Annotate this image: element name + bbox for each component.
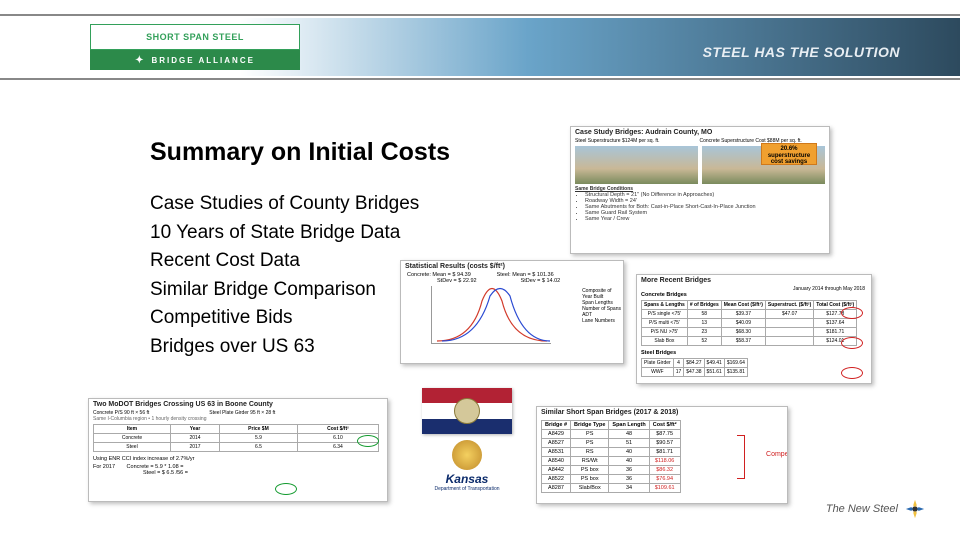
- highlight-circle-icon: [357, 435, 379, 447]
- thumb5-title: Similar Short Span Bridges (2017 & 2018): [537, 407, 787, 418]
- bullet-item: Competitive Bids: [150, 304, 419, 333]
- th: Cost $/ft²: [297, 425, 378, 434]
- bullet-item: Bridges over US 63: [150, 333, 419, 362]
- logo-sssba: SHORT SPAN STEEL ✦BRIDGE ALLIANCE: [90, 24, 300, 70]
- bullet-item: Recent Cost Data: [150, 247, 419, 276]
- thumb3-title: More Recent Bridges: [637, 275, 871, 286]
- thumb3-table1: Spans & Lengths# of BridgesMean Cost ($/…: [641, 300, 857, 346]
- logo-bottom-label: BRIDGE ALLIANCE: [151, 56, 254, 65]
- thumb1-conditions: Structural Depth = 21" (No Difference in…: [585, 192, 829, 222]
- thumb2-steel: Steel: Mean = $ 101.36 StDev = $ 14.02: [497, 272, 561, 284]
- th: Year: [170, 425, 219, 434]
- table-row: A8442PS box36$86.32: [542, 466, 681, 475]
- state-logos: Kansas Department of Transportation: [412, 388, 522, 492]
- thumb1-title: Case Study Bridges: Audrain County, MO: [571, 127, 829, 138]
- table-row: A8522PS box36$76.94: [542, 475, 681, 484]
- table-row: P/S single <75'58$39.37$47.07$127.78: [642, 310, 857, 319]
- th: Cost $/ft²: [649, 421, 680, 430]
- thumb3-sec2: Steel Bridges: [637, 348, 871, 356]
- t2-ssd: StDev = $ 14.02: [521, 278, 561, 284]
- missouri-seal-icon: [454, 398, 480, 424]
- competitive-label: Competitive: [766, 451, 788, 458]
- thumb5-table: Bridge #Bridge TypeSpan LengthCost $/ft²…: [541, 420, 681, 493]
- th: Spans & Lengths: [642, 301, 688, 310]
- t4-note: Same I-Columbia region • 1 hourly densit…: [89, 416, 387, 422]
- table-row: A8287Slab/Box34$109.61: [542, 484, 681, 493]
- table-row: Plate Girder4$84.27$49.41$169.64: [642, 359, 748, 368]
- th: Bridge #: [542, 421, 571, 430]
- bullet-item: Case Studies of County Bridges: [150, 190, 419, 219]
- thumb4-table: ItemYearPrice $MCost $/ft² Concrete20145…: [93, 424, 379, 452]
- header-tagline: STEEL HAS THE SOLUTION: [703, 44, 900, 60]
- page-title: Summary on Initial Costs: [150, 138, 450, 167]
- thumb1-left-label: Steel Superstructure $124M per sq. ft.: [575, 138, 660, 144]
- kansas-sub: Department of Transportation: [412, 486, 522, 492]
- kansas-seal-icon: [452, 440, 482, 470]
- table-row: A8429PS48$87.75: [542, 430, 681, 439]
- th: Item: [94, 425, 171, 434]
- bracket-icon: [737, 435, 745, 479]
- kansas-text: Kansas: [412, 472, 522, 486]
- steel-logo-icon: [904, 498, 926, 520]
- highlight-circle-icon: [841, 307, 863, 319]
- t4-right: Steel Plate Girder 95 ft × 28 ft: [209, 410, 275, 416]
- header-band: SHORT SPAN STEEL ✦BRIDGE ALLIANCE STEEL …: [0, 0, 960, 90]
- t2-csd: StDev = $ 22.92: [437, 278, 477, 284]
- highlight-circle-icon: [841, 367, 863, 379]
- thumb-similar-bridges: Similar Short Span Bridges (2017 & 2018)…: [536, 406, 788, 504]
- th: Span Length: [609, 421, 649, 430]
- curve-svg: [432, 286, 552, 344]
- kansas-logo: Kansas Department of Transportation: [412, 440, 522, 492]
- t2-clabel: Concrete:: [407, 272, 431, 278]
- table-row: A8531RS40$81.71: [542, 448, 681, 457]
- thumb3-table2: Plate Girder4$84.27$49.41$169.64 WWF17$4…: [641, 358, 748, 377]
- thumb-statistical: Statistical Results (costs $/ft²) Concre…: [400, 260, 624, 364]
- thumb2-notes: Composite of Year Built Span Lengths Num…: [580, 284, 623, 346]
- note: Lane Numbers: [582, 318, 621, 324]
- thumb2-concrete: Concrete: Mean = $ 94.39 StDev = $ 22.92: [407, 272, 477, 284]
- th: Bridge Type: [571, 421, 609, 430]
- table-row: P/S multi <75'13$40.09$137.64: [642, 319, 857, 328]
- highlight-circle-icon: [841, 337, 863, 349]
- table-row: WWF17$47.38$51.61$135.81: [642, 368, 748, 377]
- table-row: P/S NU >75'23$68.30$181.71: [642, 328, 857, 337]
- thumb-case-study: Case Study Bridges: Audrain County, MO S…: [570, 126, 830, 254]
- header-rule-bottom: [0, 78, 960, 80]
- th: Price $M: [220, 425, 298, 434]
- table-row: Concrete20145.96.10: [94, 434, 379, 443]
- t4-idx: Using ENR CCI index increase of 2.7%/yr: [89, 454, 387, 464]
- savings-badge: 20.6% superstructure cost savings: [761, 143, 817, 165]
- t2-slabel: Steel:: [497, 272, 511, 278]
- footer-brand-text: The New Steel: [826, 503, 898, 515]
- th: Mean Cost ($/ft²): [721, 301, 765, 310]
- thumb3-sec1: Concrete Bridges: [637, 292, 871, 298]
- bullet-item: Similar Bridge Comparison: [150, 276, 419, 305]
- thumb-recent-bridges: More Recent Bridges January 2014 through…: [636, 274, 872, 384]
- table-row: Steel20176.56.34: [94, 443, 379, 452]
- th: # of Bridges: [687, 301, 721, 310]
- footer-brand: The New Steel: [826, 498, 926, 520]
- table-row: A8540RS/Wt40$118.06: [542, 457, 681, 466]
- bridge-photo-steel: [575, 146, 698, 184]
- table-row: Slab Box52$58.37$124.01: [642, 337, 857, 346]
- cond-item: Same Year / Crew: [585, 216, 829, 222]
- thumb2-title: Statistical Results (costs $/ft²): [401, 261, 623, 272]
- bullet-item: 10 Years of State Bridge Data: [150, 219, 419, 248]
- bullet-list: Case Studies of County Bridges 10 Years …: [150, 190, 419, 361]
- thumb-two-bridges: Two MoDOT Bridges Crossing US 63 in Boon…: [88, 398, 388, 502]
- logo-bottom-text: ✦BRIDGE ALLIANCE: [90, 50, 300, 70]
- logo-top-text: SHORT SPAN STEEL: [90, 24, 300, 50]
- table-row: A8527PS51$90.57: [542, 439, 681, 448]
- th: Superstruct. ($/ft²): [765, 301, 813, 310]
- t4-for: For 2017: [93, 464, 115, 470]
- missouri-flag-icon: [422, 388, 512, 434]
- t4-sc: Steel = $ 6.5 /56 =: [143, 470, 188, 476]
- pdf-curve: [431, 286, 551, 344]
- thumb4-title: Two MoDOT Bridges Crossing US 63 in Boon…: [89, 399, 387, 410]
- header-rule-top: [0, 14, 960, 16]
- highlight-circle-icon: [275, 483, 297, 495]
